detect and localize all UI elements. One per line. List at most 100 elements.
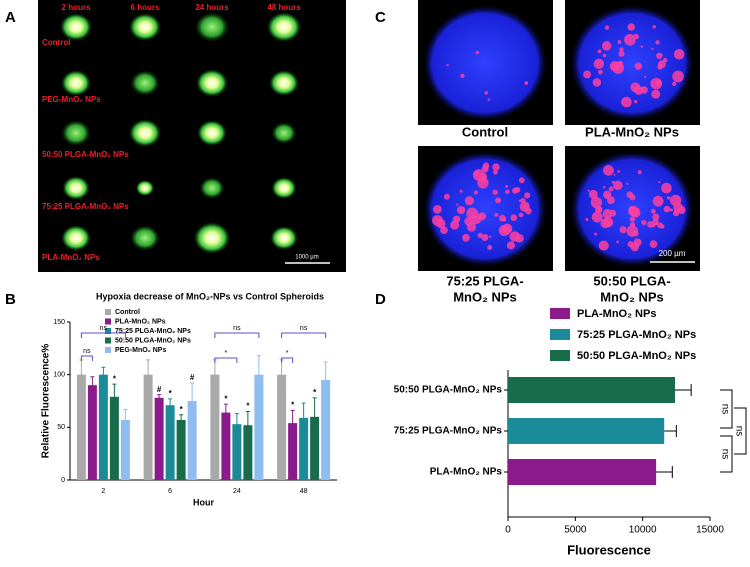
stain — [603, 186, 606, 189]
caption: 75:25 PLGA- — [446, 273, 523, 288]
caption: 50:50 PLGA- — [593, 273, 670, 288]
stain — [509, 231, 521, 242]
legend-swatch — [105, 309, 111, 315]
stain — [641, 219, 647, 226]
x-tick-label: 15000 — [696, 525, 724, 536]
stain — [523, 204, 528, 209]
error-bar — [664, 425, 677, 437]
y-tick-label: 50 — [57, 424, 65, 431]
stain — [479, 172, 487, 180]
bar — [98, 374, 108, 480]
legend-swatch — [550, 329, 570, 340]
bracket — [80, 332, 126, 338]
panel-label: C — [375, 9, 386, 26]
bracket — [214, 332, 260, 338]
stain — [518, 177, 525, 184]
x-tick-label: 6 — [168, 488, 172, 495]
stain — [590, 196, 603, 209]
spheroid — [193, 222, 231, 254]
significance-marker: * — [246, 402, 250, 411]
time-label: 48 hours — [267, 3, 301, 12]
stain — [661, 182, 672, 194]
stain — [473, 190, 478, 195]
spheroid — [61, 70, 91, 96]
bar — [508, 459, 657, 485]
stain — [613, 180, 623, 190]
spheroid — [128, 13, 162, 41]
stain — [601, 41, 612, 51]
stain — [637, 170, 642, 175]
bracket-label: * — [225, 350, 228, 357]
stain — [433, 204, 442, 214]
scale-label: 1000 µm — [295, 255, 318, 261]
stain — [640, 45, 644, 48]
error-bar — [256, 355, 261, 394]
time-label: 6 hours — [131, 3, 160, 12]
spheroid — [266, 12, 302, 42]
stain — [475, 50, 480, 55]
stain — [502, 217, 507, 222]
stain — [456, 203, 459, 206]
y-tick-label: 0 — [61, 477, 65, 484]
error-bar — [245, 411, 250, 439]
stain — [459, 189, 463, 193]
error-bar — [234, 413, 239, 435]
bar — [221, 412, 231, 480]
stain — [479, 214, 483, 217]
legend-label: PLA-MnO₂ NPs — [115, 318, 166, 325]
x-tick-label: 2 — [101, 488, 105, 495]
panel-label: B — [5, 291, 16, 308]
error-bar — [656, 466, 673, 478]
stain — [626, 225, 639, 237]
spheroid — [59, 13, 93, 41]
spheroid — [199, 177, 225, 199]
spheroid — [271, 122, 297, 144]
panel-label: D — [375, 291, 386, 308]
stain — [593, 58, 605, 70]
legend-label: PLA-MnO₂ NPs — [577, 308, 656, 320]
stain — [663, 205, 671, 213]
legend-label: 50:50 PLGA-MnO₂ NPs — [115, 337, 191, 344]
spheroid — [130, 225, 160, 251]
stain — [617, 40, 622, 44]
spheroid — [570, 5, 694, 121]
stain — [600, 218, 611, 229]
stain — [456, 205, 466, 215]
stain — [520, 197, 526, 204]
stain — [630, 82, 641, 93]
stain — [618, 50, 625, 57]
caption: Control — [462, 124, 508, 139]
significance-marker: * — [291, 401, 295, 410]
error-bar — [157, 394, 162, 401]
row-label: Control — [42, 38, 70, 47]
bar — [310, 416, 320, 480]
stain — [446, 63, 449, 67]
y-axis-label: Relative Fluorescence% — [41, 344, 52, 459]
row-label: PEG-MnO₂ NPs — [42, 95, 101, 104]
stain — [460, 73, 465, 78]
caption: PLA-MnO₂ NPs — [585, 124, 679, 139]
error-bar — [290, 409, 295, 436]
bracket-label: ns — [719, 404, 730, 415]
stain — [647, 221, 654, 228]
legend-label: 75:25 PLGA-MnO₂ NPs — [577, 329, 696, 341]
stain — [436, 219, 446, 229]
error-bar — [674, 384, 692, 396]
stain — [651, 89, 661, 99]
stain — [477, 232, 483, 238]
stain — [649, 240, 658, 249]
spheroid — [194, 12, 230, 42]
stain — [658, 181, 661, 184]
row-label: 50:50 PLGA-MnO₂ NPs — [42, 150, 129, 159]
stain — [602, 53, 607, 58]
stain — [492, 163, 500, 171]
stain — [629, 216, 636, 222]
stain — [524, 192, 531, 199]
stain — [495, 197, 502, 204]
spheroid — [135, 180, 155, 196]
y-tick-label: 150 — [53, 319, 65, 326]
bar — [120, 419, 130, 480]
bracket-label: ns — [300, 325, 308, 332]
stain — [619, 226, 627, 234]
error-bar — [168, 398, 173, 412]
